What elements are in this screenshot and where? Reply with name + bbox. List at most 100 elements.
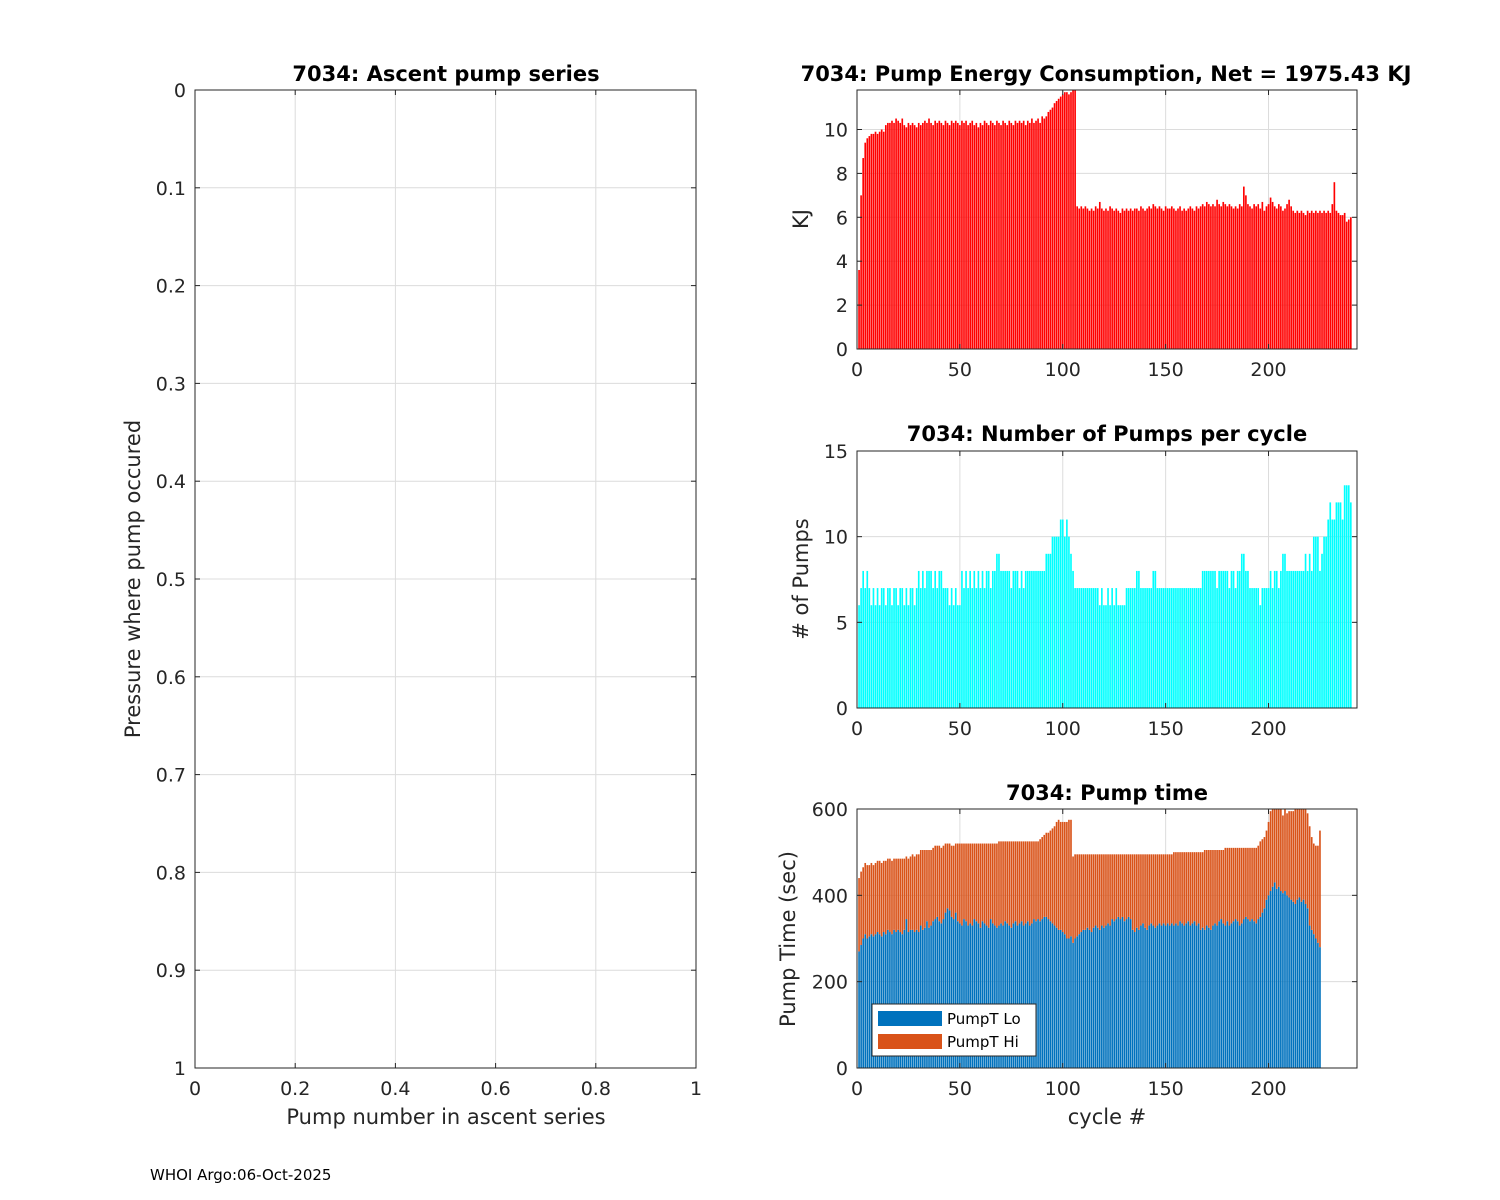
pumpt-hi-bar — [917, 854, 920, 933]
pumpt-hi-bar — [1024, 841, 1027, 924]
pumpt-lo-bar — [903, 929, 906, 1068]
pumpt-lo-bar — [934, 919, 937, 1068]
pumpt-lo-bar — [917, 932, 920, 1068]
pumps-bar — [1257, 588, 1260, 708]
pumpt-lo-bar — [897, 929, 899, 1068]
pumps-bar — [1033, 570, 1035, 708]
pumps-grid — [856, 450, 1357, 709]
pumpt-hi-bar — [1253, 847, 1255, 922]
pumps-bar — [965, 570, 967, 708]
pumps-bar — [1323, 536, 1325, 708]
pumps-bar — [1191, 588, 1194, 708]
pump-time-x-tick-label: 200 — [1250, 1078, 1286, 1100]
pumpt-hi-bar — [998, 841, 1000, 926]
legend-swatch-pumpt-hi — [878, 1034, 942, 1049]
pumps-y-tick-label: 0 — [836, 698, 848, 720]
pumpt-lo-bar — [1296, 899, 1299, 1068]
pumpt-lo-bar — [1146, 929, 1148, 1068]
pumps-bar — [1310, 570, 1313, 708]
energy-bar — [1199, 206, 1202, 349]
pumpt-lo-bar — [1243, 919, 1245, 1068]
pumpt-hi-bar — [1136, 854, 1138, 928]
energy-bar — [952, 122, 955, 349]
energy-bar — [1275, 208, 1278, 349]
pumpt-hi-bar — [1273, 809, 1276, 883]
energy-bar — [1304, 215, 1307, 349]
pumpt-hi-bar — [889, 858, 891, 933]
pumpt-hi-bar — [973, 843, 976, 920]
pumps-bar — [1131, 588, 1134, 708]
pumpt-lo-bar — [1160, 925, 1163, 1068]
pumpt-lo-bar — [1234, 919, 1237, 1068]
pumpt-hi-bar — [1218, 850, 1220, 922]
pumpt-lo-bar — [905, 919, 908, 1068]
pumps-bar — [911, 588, 914, 708]
pumpt-lo-bar — [1020, 921, 1023, 1068]
pumpt-hi-bar — [1082, 854, 1085, 930]
pumpt-hi-bar — [1010, 841, 1013, 928]
pumpt-lo-bar — [954, 912, 957, 1068]
energy-bar — [1263, 210, 1266, 349]
pumpt-lo-bar — [944, 912, 947, 1068]
energy-bar — [1133, 208, 1136, 349]
pumpt-lo-bar — [1024, 923, 1027, 1068]
energy-bar — [950, 120, 953, 349]
energy-bar — [1113, 210, 1116, 349]
pumpt-hi-bar — [1306, 813, 1309, 909]
pump-time-x-tick-label: 100 — [1045, 1078, 1081, 1100]
pumpt-lo-bar — [1238, 925, 1241, 1068]
energy-bar — [977, 127, 980, 349]
energy-y-tick-label: 10 — [824, 120, 848, 142]
pumps-x-tick-label: 150 — [1148, 718, 1184, 740]
pumpt-hi-bar — [1185, 852, 1188, 924]
pumps-bar — [1255, 588, 1257, 708]
energy-bar — [1068, 94, 1070, 349]
pumps-bar — [1016, 570, 1019, 708]
pumps-bar — [963, 588, 965, 708]
energy-bar — [1300, 210, 1303, 349]
pumpt-lo-bar — [1218, 921, 1220, 1068]
energy-bar — [1004, 122, 1006, 349]
pumpt-hi-bar — [1129, 854, 1132, 920]
pumpt-lo-bar — [1210, 929, 1212, 1068]
pumps-bar — [1226, 570, 1229, 708]
pumps-bar — [1068, 536, 1070, 708]
pumps-bar — [1063, 536, 1066, 708]
energy-bar — [1117, 210, 1120, 349]
pumps-bar — [1090, 588, 1093, 708]
energy-bar — [897, 120, 899, 349]
pumps-y-axis-label: # of Pumps — [789, 518, 813, 640]
pumps-bar — [1306, 570, 1309, 708]
energy-bar — [1286, 204, 1288, 349]
pumpt-lo-bar — [1082, 929, 1085, 1068]
pumpt-lo-bar — [926, 921, 928, 1068]
pumps-bar — [926, 570, 928, 708]
energy-bar — [1201, 204, 1204, 349]
pumpt-hi-bar — [948, 843, 951, 911]
pumpt-lo-bar — [1175, 923, 1177, 1068]
energy-bar — [944, 120, 947, 349]
pumpt-hi-bar — [858, 878, 860, 952]
pumpt-lo-bar — [858, 951, 860, 1068]
pumpt-lo-bar — [1267, 895, 1270, 1068]
pumps-bar — [924, 588, 926, 708]
pumpt-hi-bar — [1059, 821, 1062, 930]
energy-bar — [957, 122, 959, 349]
pumpt-hi-bar — [1098, 854, 1101, 930]
energy-grid — [856, 90, 1357, 350]
pumpt-hi-bar — [860, 871, 862, 945]
pumpt-lo-bar — [1263, 908, 1266, 1068]
energy-bar — [1271, 201, 1274, 349]
pumpt-hi-bar — [1053, 826, 1056, 926]
pumpt-lo-bar — [893, 929, 895, 1068]
pumps-bar — [1166, 588, 1169, 708]
pump-time-panel: 7034: Pump time 0 50 100 150 200 0 200 400 600 c… — [776, 781, 1358, 1129]
pumps-bar — [1014, 570, 1017, 708]
pumps-bar — [1317, 536, 1319, 708]
pumpt-lo-bar — [1144, 927, 1146, 1068]
energy-bar — [901, 118, 904, 349]
energy-bar — [870, 133, 873, 349]
pump-time-y-tick-label: 400 — [812, 885, 848, 907]
pumps-bar — [1094, 588, 1097, 708]
